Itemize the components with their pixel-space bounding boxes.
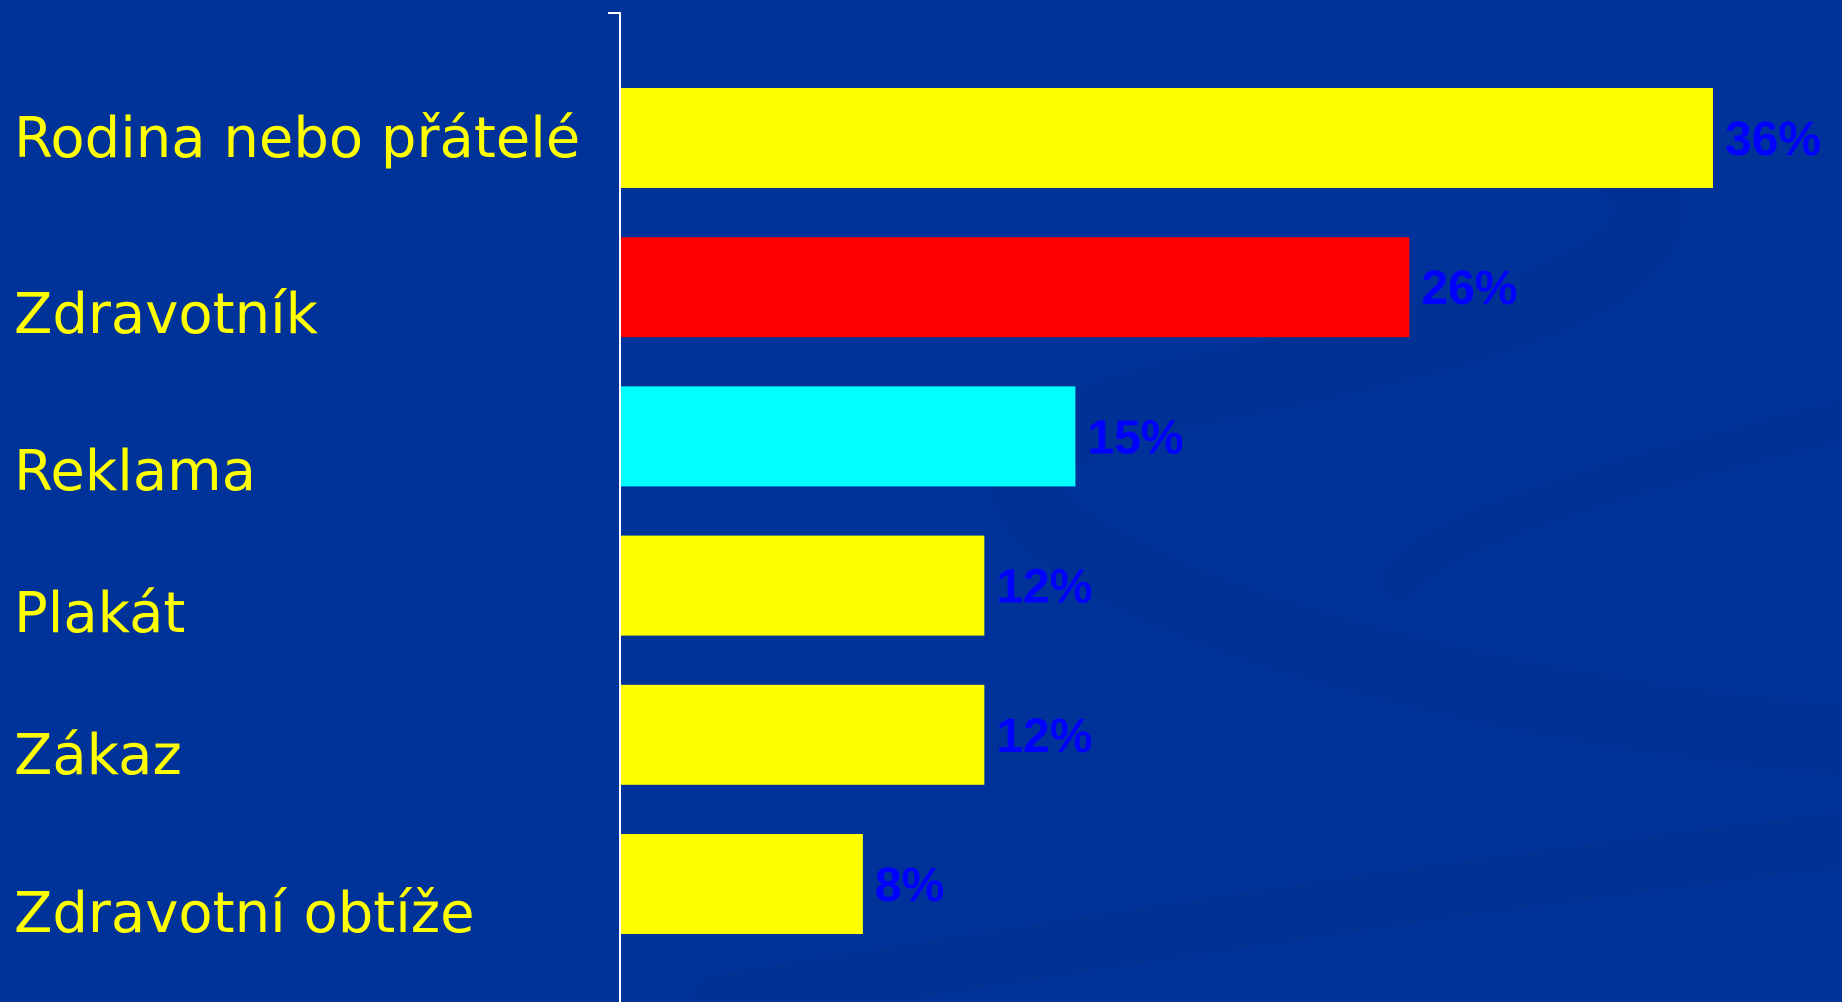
- category-label: Zdravotní obtíže: [14, 881, 475, 946]
- category-label: Rodina nebo přátelé: [14, 106, 580, 171]
- value-label: 12%: [996, 561, 1092, 614]
- value-label: 26%: [1421, 262, 1517, 315]
- bar: [620, 684, 985, 785]
- category-labels-layer: Rodina nebo přátelé Zdravotník Reklama Plak…: [14, 106, 580, 946]
- value-label: 8%: [875, 859, 944, 912]
- value-label: 15%: [1087, 411, 1183, 464]
- category-label: Plakát: [14, 581, 185, 646]
- bar: [620, 88, 1713, 188]
- y-axis: [608, 12, 621, 1002]
- bar: [620, 834, 863, 934]
- value-label: 36%: [1725, 113, 1821, 166]
- bars-layer: [620, 88, 1713, 934]
- swoosh-lower: [692, 812, 1842, 1002]
- value-labels-layer: 36% 26% 15% 12% 12% 8%: [875, 113, 1821, 912]
- category-label: Zdravotník: [14, 282, 319, 347]
- bar: [620, 386, 1076, 487]
- bar: [620, 535, 985, 636]
- swoosh-mid: [1380, 400, 1842, 600]
- category-label: Reklama: [14, 439, 256, 504]
- value-label: 12%: [996, 710, 1092, 763]
- bar: [620, 237, 1410, 338]
- category-label: Zákaz: [14, 723, 182, 788]
